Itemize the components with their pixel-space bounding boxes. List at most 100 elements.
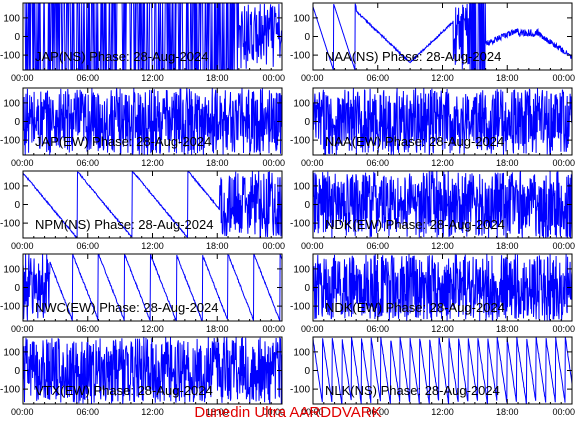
y-tick-label: 100 — [3, 181, 20, 192]
footer-caption: Dunedin Ultra AARDDVARK — [194, 404, 382, 421]
x-tick-label: 00:00 — [552, 324, 575, 334]
x-tick-label: 00:00 — [301, 241, 324, 251]
panel-title: VTX(EW) Phase: 28-Aug-2024 — [35, 383, 213, 398]
x-tick-label: 18:00 — [496, 73, 519, 83]
x-tick-label: 06:00 — [76, 407, 99, 417]
y-tick-label: -100 — [290, 302, 310, 313]
x-tick-label: 00:00 — [262, 241, 285, 251]
y-tick-label: 0 — [304, 117, 310, 128]
x-tick-label: 12:00 — [431, 158, 454, 168]
x-tick-label: 00:00 — [262, 324, 285, 334]
x-tick-label: 12:00 — [141, 158, 164, 168]
y-tick-label: -100 — [290, 136, 310, 147]
panel-title: NAA(NS) Phase: 28-Aug-2024 — [325, 49, 501, 64]
panel-title: NPM(NS) Phase: 28-Aug-2024 — [35, 217, 213, 232]
x-tick-label: 00:00 — [11, 73, 34, 83]
y-tick-label: 100 — [3, 347, 20, 358]
y-tick-label: 100 — [3, 13, 20, 24]
x-tick-label: 06:00 — [366, 241, 389, 251]
y-tick-label: -100 — [0, 136, 20, 147]
x-tick-label: 18:00 — [206, 158, 229, 168]
y-tick-label: 0 — [14, 283, 20, 294]
x-tick-label: 00:00 — [262, 73, 285, 83]
x-tick-label: 18:00 — [496, 407, 519, 417]
y-tick-label: -100 — [290, 385, 310, 396]
x-tick-label: 12:00 — [141, 241, 164, 251]
x-tick-label: 12:00 — [141, 407, 164, 417]
x-tick-label: 12:00 — [431, 324, 454, 334]
phase-trace-line — [313, 337, 572, 404]
y-tick-label: 0 — [304, 283, 310, 294]
phase-trace-line — [313, 3, 572, 70]
x-tick-label: 00:00 — [301, 324, 324, 334]
x-tick-label: 12:00 — [431, 73, 454, 83]
panel-title: NWC(EW) Phase: 28-Aug-2024 — [35, 300, 219, 315]
y-tick-label: 100 — [3, 264, 20, 275]
y-tick-label: 0 — [14, 117, 20, 128]
x-tick-label: 06:00 — [76, 241, 99, 251]
x-tick-label: 12:00 — [431, 407, 454, 417]
phase-trace-line — [313, 88, 572, 155]
y-tick-label: -100 — [290, 51, 310, 62]
x-tick-label: 18:00 — [496, 241, 519, 251]
y-tick-label: 100 — [293, 264, 310, 275]
x-tick-label: 18:00 — [206, 324, 229, 334]
x-tick-label: 06:00 — [366, 73, 389, 83]
x-tick-label: 12:00 — [141, 324, 164, 334]
y-tick-label: 0 — [14, 200, 20, 211]
x-tick-label: 06:00 — [76, 324, 99, 334]
panel-title: JAP(EW) Phase: 28-Aug-2024 — [35, 134, 211, 149]
x-tick-label: 18:00 — [206, 407, 229, 417]
x-tick-label: 00:00 — [552, 241, 575, 251]
phase-trace-line — [23, 88, 282, 155]
y-tick-label: -100 — [0, 385, 20, 396]
y-tick-label: -100 — [0, 51, 20, 62]
x-tick-label: 18:00 — [206, 73, 229, 83]
x-tick-label: 12:00 — [141, 73, 164, 83]
phase-trace-line — [23, 3, 282, 70]
x-tick-label: 06:00 — [366, 324, 389, 334]
phase-trace-line — [23, 254, 282, 321]
panel-title: NLK(NS) Phase: 28-Aug-2024 — [325, 383, 500, 398]
x-tick-label: 00:00 — [262, 158, 285, 168]
y-tick-label: 100 — [3, 98, 20, 109]
y-tick-label: -100 — [0, 219, 20, 230]
x-tick-label: 00:00 — [11, 407, 34, 417]
x-tick-label: 00:00 — [11, 241, 34, 251]
y-tick-label: -100 — [0, 302, 20, 313]
x-tick-label: 12:00 — [431, 241, 454, 251]
x-tick-label: 00:00 — [552, 407, 575, 417]
x-tick-label: 00:00 — [11, 324, 34, 334]
y-tick-label: 100 — [293, 98, 310, 109]
x-tick-label: 06:00 — [76, 158, 99, 168]
panel-title: NDK(EW) Phase: 28-Aug-2024 — [325, 217, 505, 232]
y-tick-label: 0 — [14, 32, 20, 43]
x-tick-label: 18:00 — [496, 324, 519, 334]
y-tick-label: 0 — [14, 366, 20, 377]
x-tick-label: 00:00 — [262, 407, 285, 417]
y-tick-label: 100 — [293, 181, 310, 192]
x-tick-label: 00:00 — [301, 158, 324, 168]
x-tick-label: 18:00 — [206, 241, 229, 251]
y-tick-label: 100 — [293, 13, 310, 24]
phase-trace-line — [313, 254, 572, 321]
x-tick-label: 18:00 — [496, 158, 519, 168]
y-tick-label: 0 — [304, 366, 310, 377]
phase-trace-line — [313, 171, 572, 238]
x-tick-label: 00:00 — [301, 407, 324, 417]
x-tick-label: 06:00 — [366, 158, 389, 168]
y-tick-label: 0 — [304, 32, 310, 43]
x-tick-label: 06:00 — [366, 407, 389, 417]
y-tick-label: 0 — [304, 200, 310, 211]
phase-trace-line — [23, 337, 282, 404]
